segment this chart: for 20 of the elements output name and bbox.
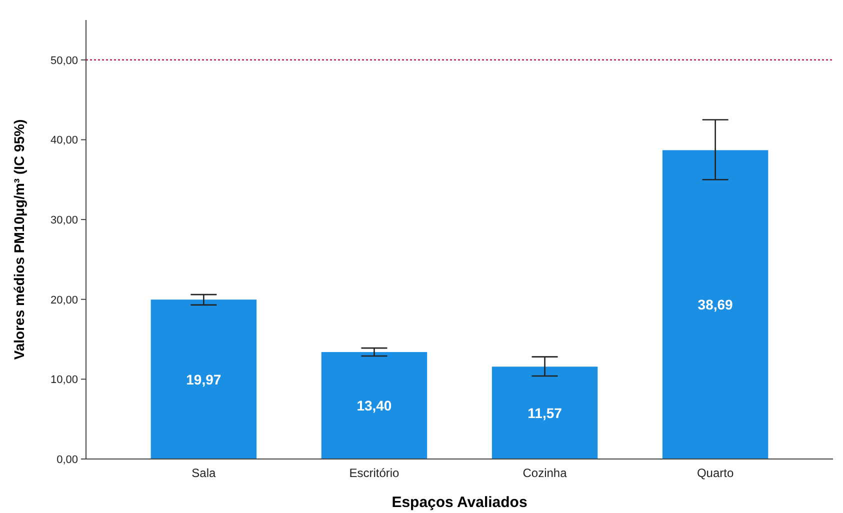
y-tick-label: 40,00: [50, 134, 78, 147]
bar: [492, 366, 598, 459]
x-tick-label: Cozinha: [522, 466, 568, 480]
y-tick-label: 0,00: [56, 454, 78, 466]
bar: [150, 300, 257, 459]
y-tick-label: 50,00: [50, 54, 78, 67]
x-tick-label: Quarto: [696, 466, 734, 480]
y-axis-title: Valores médios PM10μg/m³ (IC 95%): [11, 119, 27, 360]
y-tick-label: 30,00: [50, 214, 78, 227]
data-label: 11,57: [528, 404, 562, 421]
y-tick-label: 20,00: [50, 294, 78, 306]
x-axis-title: Espaços Avaliados: [392, 494, 528, 511]
bar: [321, 352, 428, 459]
data-label: 13,40: [356, 398, 392, 414]
data-label: 19,97: [186, 371, 222, 388]
x-tick-label: Sala: [192, 466, 216, 480]
data-label: 38,69: [698, 296, 734, 313]
y-tick-label: 10,00: [50, 374, 78, 386]
x-tick-label: Escritório: [349, 466, 400, 480]
bar: [662, 150, 768, 459]
